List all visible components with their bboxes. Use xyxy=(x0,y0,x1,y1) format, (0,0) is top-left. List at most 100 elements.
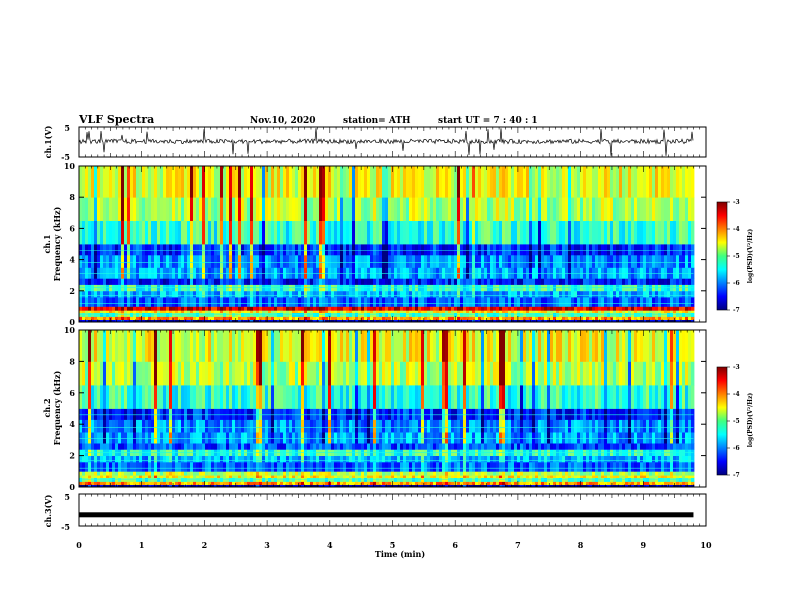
spectrogram-cell xyxy=(97,408,101,420)
spectrogram-cell xyxy=(355,310,359,313)
spectrogram-cell xyxy=(274,310,278,313)
spectrogram-cell xyxy=(100,166,104,198)
y-tick-label: 10 xyxy=(64,161,76,171)
spectrogram-cell xyxy=(202,310,206,313)
spectrogram-cell xyxy=(250,166,254,198)
spectrogram-cell xyxy=(250,432,254,444)
spectrogram-cell xyxy=(574,197,578,221)
spectrogram-cell xyxy=(430,461,434,472)
spectrogram-cell xyxy=(229,461,233,472)
spectrogram-cell xyxy=(472,166,476,198)
spectrogram-cell xyxy=(154,319,158,323)
spectrogram-cell xyxy=(640,254,644,268)
spectrogram-cell xyxy=(691,278,695,285)
spectrogram-cell xyxy=(313,471,317,476)
spectrogram-cell xyxy=(124,432,128,444)
spectrogram-cell xyxy=(301,481,305,485)
spectrogram-cell xyxy=(79,475,83,478)
spectrogram-cell xyxy=(88,316,92,320)
spectrogram-cell xyxy=(550,306,554,311)
spectrogram-cell xyxy=(376,384,380,409)
spectrogram-cell xyxy=(589,312,593,317)
spectrogram-cell xyxy=(433,330,437,362)
spectrogram-cell xyxy=(529,297,533,307)
spectrogram-cell xyxy=(295,316,299,320)
spectrogram-cell xyxy=(448,290,452,298)
spectrogram-cell xyxy=(475,312,479,317)
spectrogram-cell xyxy=(319,408,323,420)
spectrogram-cell xyxy=(436,471,440,476)
spectrogram-cell xyxy=(547,254,551,268)
spectrogram-cell xyxy=(568,312,572,317)
spectrogram-cell xyxy=(340,306,344,311)
spectrogram-cell xyxy=(331,461,335,472)
spectrogram-cell xyxy=(433,244,437,256)
spectrogram-cell xyxy=(391,254,395,268)
spectrogram-cell xyxy=(136,475,140,478)
spectrogram-cell xyxy=(481,197,485,221)
spectrogram-cell xyxy=(574,244,578,256)
spectrogram-cell xyxy=(334,306,338,311)
spectrogram-cell xyxy=(499,278,503,285)
spectrogram-cell xyxy=(196,306,200,311)
spectrogram-cell xyxy=(169,310,173,313)
spectrogram-cell xyxy=(79,316,83,320)
spectrogram-cell xyxy=(397,384,401,409)
spectrogram-cell xyxy=(178,297,182,307)
spectrogram-cell xyxy=(649,267,653,279)
spectrogram-cell xyxy=(658,290,662,298)
spectrogram-cell xyxy=(217,316,221,320)
spectrogram-cell xyxy=(286,419,290,433)
spectrogram-cell xyxy=(415,475,419,478)
spectrogram-cell xyxy=(307,475,311,478)
spectrogram-cell xyxy=(109,267,113,279)
spectrogram-cell xyxy=(352,197,356,221)
spectrogram-cell xyxy=(607,290,611,298)
spectrogram-cell xyxy=(475,197,479,221)
spectrogram-cell xyxy=(430,384,434,409)
spectrogram-cell xyxy=(322,312,326,317)
spectrogram-cell xyxy=(136,297,140,307)
spectrogram-cell xyxy=(298,306,302,311)
spectrogram-cell xyxy=(364,254,368,268)
spectrogram-cell xyxy=(184,278,188,285)
spectrogram-cell xyxy=(484,319,488,323)
spectrogram-cell xyxy=(451,278,455,285)
spectrogram-cell xyxy=(232,481,236,485)
spectrogram-cell xyxy=(427,278,431,285)
spectrogram-cell xyxy=(475,316,479,320)
spectrogram-cell xyxy=(79,361,83,386)
spectrogram-cell xyxy=(406,408,410,420)
spectrogram-cell xyxy=(661,290,665,298)
spectrogram-cell xyxy=(409,197,413,221)
spectrogram-cell xyxy=(163,384,167,409)
spectrogram-cell xyxy=(160,197,164,221)
spectrogram-cell xyxy=(454,278,458,285)
spectrogram-cell xyxy=(337,419,341,433)
spectrogram-cell xyxy=(439,312,443,317)
spectrogram-cell xyxy=(109,475,113,478)
spectrogram-cell xyxy=(217,297,221,307)
spectrogram-cell xyxy=(175,361,179,386)
spectrogram-cell xyxy=(391,443,395,450)
spectrogram-cell xyxy=(319,297,323,307)
spectrogram-cell xyxy=(400,297,404,307)
spectrogram-cell xyxy=(439,361,443,386)
spectrogram-cell xyxy=(163,267,167,279)
spectrogram-cell xyxy=(256,481,260,485)
spectrogram-cell xyxy=(247,432,251,444)
spectrogram-cell xyxy=(466,267,470,279)
spectrogram-cell xyxy=(382,278,386,285)
spectrogram-cell xyxy=(181,267,185,279)
spectrogram-cell xyxy=(595,220,599,245)
spectrogram-cell xyxy=(403,361,407,386)
spectrogram-cell xyxy=(259,461,263,472)
spectrogram-cell xyxy=(178,461,182,472)
spectrogram-cell xyxy=(241,361,245,386)
spectrogram-cell xyxy=(367,443,371,450)
spectrogram-cell xyxy=(133,481,137,485)
spectrogram-cell xyxy=(448,278,452,285)
spectrogram-cell xyxy=(310,267,314,279)
spectrogram-cell xyxy=(343,384,347,409)
spectrogram-cell xyxy=(334,166,338,198)
